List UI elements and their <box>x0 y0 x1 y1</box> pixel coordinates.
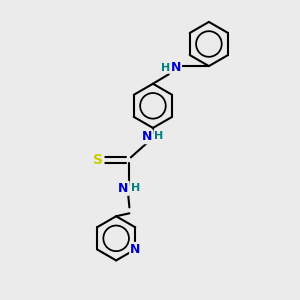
Text: N: N <box>118 182 129 195</box>
Text: N: N <box>171 61 181 74</box>
Text: S: S <box>94 153 103 167</box>
Text: N: N <box>142 130 152 143</box>
Text: H: H <box>161 63 170 73</box>
Text: H: H <box>154 131 164 141</box>
Text: H: H <box>131 183 140 193</box>
Text: N: N <box>130 243 140 256</box>
